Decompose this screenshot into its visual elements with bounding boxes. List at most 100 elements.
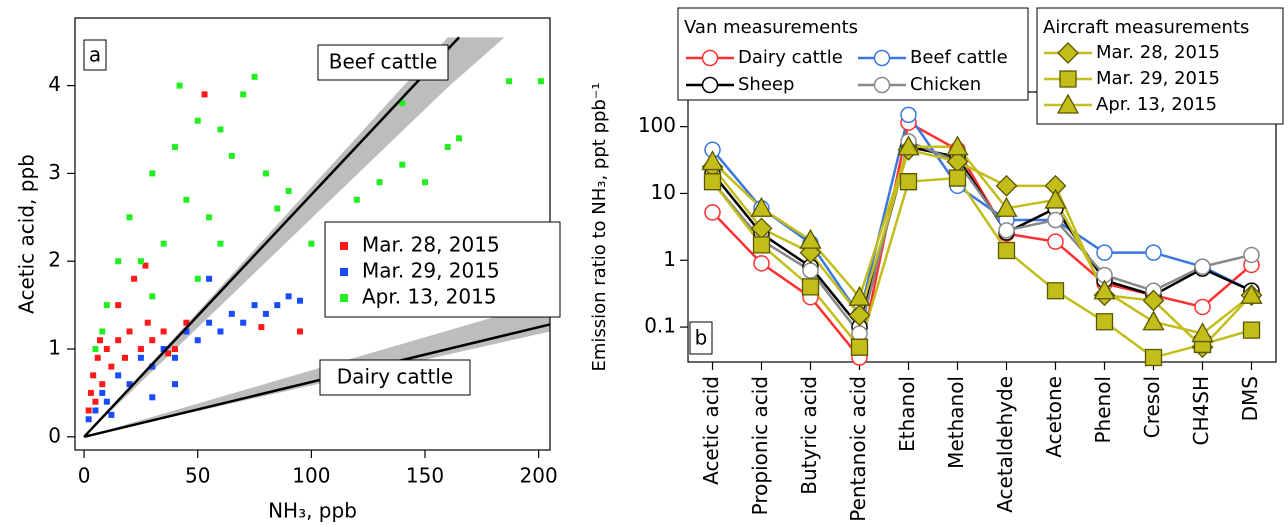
legend-label: Sheep xyxy=(738,74,794,95)
point xyxy=(422,179,428,186)
point xyxy=(85,407,92,414)
point xyxy=(228,310,235,317)
y-axis-label: Acetic acid, ppb xyxy=(15,154,39,314)
point xyxy=(172,346,178,353)
marker xyxy=(1095,313,1114,331)
y-tick-label: 0.1 xyxy=(644,314,676,338)
point xyxy=(99,328,106,335)
point xyxy=(149,293,156,300)
point xyxy=(137,346,144,353)
point xyxy=(201,91,208,98)
marker xyxy=(1191,322,1214,343)
y-tick-label: 3 xyxy=(48,160,61,184)
point xyxy=(228,152,235,159)
marker xyxy=(1047,211,1064,229)
legend-swatch xyxy=(340,294,348,302)
point xyxy=(160,240,167,247)
marker xyxy=(704,204,721,221)
fit-band xyxy=(84,300,550,437)
y-tick-label: 10 xyxy=(651,180,676,204)
point xyxy=(126,214,133,221)
marker xyxy=(1093,279,1116,300)
marker xyxy=(703,173,722,191)
marker xyxy=(848,304,871,327)
panel-label: b xyxy=(695,326,708,350)
y-tick-label: 2 xyxy=(48,248,61,272)
series-line xyxy=(711,145,1253,335)
point xyxy=(149,337,156,344)
marker xyxy=(1044,188,1067,209)
marker xyxy=(752,236,771,254)
marker xyxy=(1194,258,1211,275)
point xyxy=(137,354,144,361)
point xyxy=(206,319,213,326)
y-tick-label: 1 xyxy=(48,336,61,360)
series-line xyxy=(711,111,1253,319)
point xyxy=(115,258,122,265)
series-line xyxy=(711,176,1252,359)
point xyxy=(217,240,224,247)
point xyxy=(194,275,201,282)
x-tick-label: Butyric acid xyxy=(797,376,821,495)
point xyxy=(103,398,110,405)
marker xyxy=(1046,282,1065,300)
point xyxy=(376,179,383,186)
legend-label: Chicken xyxy=(910,74,981,95)
legend-title: Van measurements xyxy=(684,17,858,38)
legend-swatch xyxy=(340,268,348,276)
x-tick-label: DMS xyxy=(1238,376,1262,421)
marker xyxy=(801,278,820,296)
point xyxy=(217,328,224,335)
marker xyxy=(1194,298,1211,316)
marker xyxy=(998,222,1015,239)
marker xyxy=(995,196,1018,217)
panel-label-box xyxy=(689,321,713,355)
point xyxy=(262,170,269,177)
point xyxy=(92,407,99,414)
annotation-box xyxy=(319,359,471,396)
marker xyxy=(997,241,1016,260)
x-tick-label: Pentanoic acid xyxy=(846,376,870,522)
point xyxy=(183,328,190,335)
x-tick-label: 0 xyxy=(78,464,91,488)
plot-frame xyxy=(687,91,1277,363)
marker xyxy=(750,196,773,217)
marker xyxy=(995,174,1018,197)
point xyxy=(115,337,122,344)
marker xyxy=(1047,233,1064,250)
marker xyxy=(1240,283,1263,304)
point xyxy=(92,398,99,405)
point xyxy=(87,389,94,396)
marker xyxy=(1142,310,1165,331)
x-tick-label: Propionic acid xyxy=(748,376,772,515)
marker xyxy=(1145,244,1162,261)
x-tick-label: Acetaldehyde xyxy=(993,376,1017,513)
marker xyxy=(802,262,819,279)
point xyxy=(297,328,303,335)
point xyxy=(149,170,156,177)
marker xyxy=(1059,70,1077,88)
point xyxy=(103,346,110,353)
point xyxy=(194,337,201,344)
point xyxy=(285,293,292,300)
point xyxy=(353,196,360,203)
marker xyxy=(1144,348,1163,367)
point xyxy=(456,135,463,142)
point xyxy=(108,411,115,418)
legend-label: Beef cattle xyxy=(910,47,1008,68)
legend-label: Dairy cattle xyxy=(738,47,843,68)
x-axis-label: NH₃, ppb xyxy=(268,499,357,523)
marker xyxy=(1242,321,1261,339)
y-tick-label: 4 xyxy=(48,72,61,96)
point xyxy=(149,394,156,401)
marker xyxy=(701,150,724,171)
point xyxy=(99,381,106,388)
panel-label-box xyxy=(83,39,107,71)
marker xyxy=(899,173,918,191)
x-tick-label: 150 xyxy=(406,464,444,488)
point xyxy=(103,302,110,309)
point xyxy=(172,354,178,361)
point xyxy=(126,381,133,388)
x-tick-label: Acetic acid xyxy=(699,376,723,485)
